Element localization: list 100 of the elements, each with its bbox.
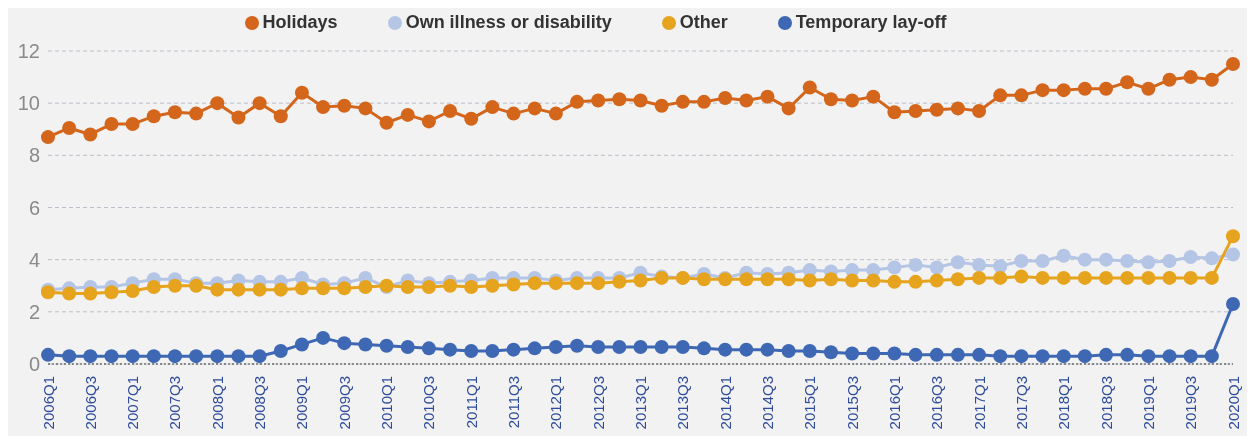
point — [189, 106, 204, 121]
point — [675, 340, 690, 355]
point — [1035, 83, 1050, 98]
point — [908, 103, 923, 118]
point — [485, 100, 500, 115]
point — [189, 349, 204, 364]
point — [718, 342, 733, 357]
point — [273, 282, 288, 297]
point — [929, 347, 944, 362]
point — [104, 117, 119, 132]
point — [167, 278, 182, 293]
point — [358, 101, 373, 116]
point — [823, 92, 838, 107]
y-tick-label: 0 — [28, 353, 40, 376]
point — [421, 114, 436, 129]
y-tick-label: 10 — [17, 92, 40, 115]
point — [1162, 72, 1177, 87]
point — [83, 349, 98, 364]
point — [41, 130, 55, 145]
point — [125, 349, 140, 364]
point — [696, 94, 711, 109]
x-tick-label: 2016Q1 — [885, 376, 903, 430]
point — [464, 111, 479, 126]
x-tick-label: 2011Q3 — [505, 376, 523, 429]
point — [760, 342, 775, 357]
point — [1035, 270, 1050, 285]
point — [358, 280, 373, 295]
x-tick-label: 2014Q1 — [716, 376, 734, 430]
point — [887, 105, 902, 120]
point — [612, 340, 627, 355]
point — [485, 278, 500, 293]
point — [993, 349, 1008, 364]
x-tick-label: 2011Q1 — [462, 376, 480, 429]
point — [908, 274, 923, 289]
point — [633, 93, 648, 108]
point — [993, 270, 1008, 285]
point — [146, 109, 161, 124]
point — [379, 338, 394, 353]
point — [1056, 248, 1071, 263]
point — [210, 96, 225, 111]
point — [802, 343, 817, 358]
point — [210, 282, 225, 297]
y-tick-label: 12 — [17, 40, 40, 63]
point — [294, 281, 309, 296]
point — [273, 343, 288, 358]
point — [210, 349, 225, 364]
point — [125, 117, 140, 132]
point — [802, 80, 817, 95]
point — [83, 286, 98, 301]
point — [506, 277, 521, 292]
legend-label: Temporary lay-off — [795, 12, 947, 32]
point — [400, 280, 415, 295]
legend-label: Own illness or disability — [405, 12, 612, 32]
y-tick-label: 6 — [28, 196, 40, 219]
point — [1204, 251, 1219, 266]
point — [1204, 349, 1219, 364]
point — [950, 101, 965, 116]
point — [506, 342, 521, 357]
point — [464, 280, 479, 295]
point — [993, 88, 1008, 103]
point — [443, 103, 458, 118]
x-tick-label: 2007Q3 — [166, 376, 184, 430]
point — [379, 115, 394, 130]
point — [866, 346, 881, 361]
x-tick-label: 2007Q1 — [124, 376, 142, 430]
point — [972, 347, 987, 362]
point — [104, 349, 119, 364]
point — [675, 94, 690, 109]
x-tick-label: 2018Q1 — [1055, 376, 1073, 430]
point — [845, 273, 860, 288]
point — [1162, 349, 1177, 364]
point — [1099, 347, 1114, 362]
point — [1014, 349, 1029, 364]
point — [443, 342, 458, 357]
point — [887, 260, 902, 275]
point — [337, 336, 352, 351]
point — [633, 340, 648, 355]
point — [294, 337, 309, 352]
x-tick-label: 2013Q1 — [632, 376, 649, 430]
point — [739, 93, 754, 108]
point — [781, 101, 796, 116]
point — [866, 273, 881, 288]
point — [696, 272, 711, 287]
point — [294, 85, 309, 100]
point — [400, 107, 415, 122]
point — [421, 280, 436, 295]
x-tick-label: 2019Q3 — [1182, 376, 1200, 430]
point — [591, 93, 606, 108]
point — [950, 255, 965, 270]
point — [1077, 252, 1092, 267]
point — [548, 106, 563, 121]
point — [760, 272, 775, 287]
x-tick-label: 2018Q3 — [1097, 376, 1115, 430]
point — [62, 120, 77, 135]
point — [781, 272, 796, 287]
point — [62, 286, 77, 301]
point — [739, 342, 754, 357]
y-tick-label: 4 — [28, 248, 40, 271]
point — [1014, 253, 1029, 268]
point — [104, 285, 119, 300]
